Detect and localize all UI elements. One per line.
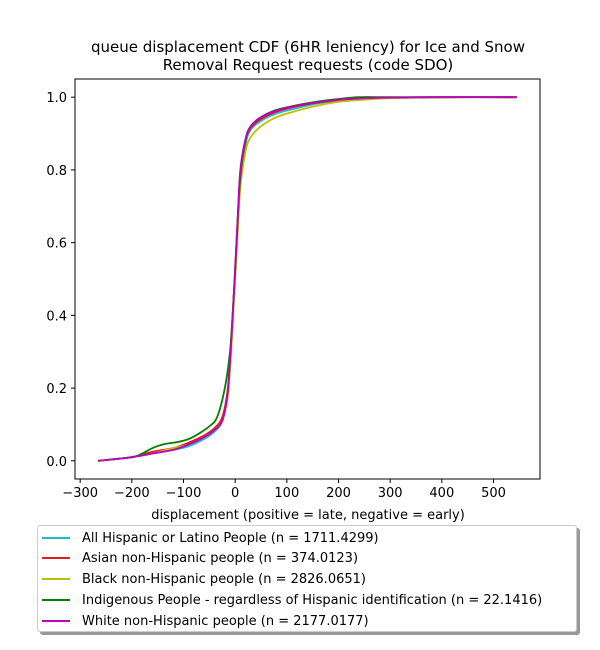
y-tick-label: 0.0 xyxy=(46,455,67,470)
x-tick-label: 300 xyxy=(378,486,403,501)
legend-item: All Hispanic or Latino People (n = 1711.… xyxy=(42,528,379,548)
legend-item: Black non-Hispanic people (n = 2826.0651… xyxy=(42,569,366,589)
x-tick-label: −200 xyxy=(114,486,150,501)
x-tick-label: 100 xyxy=(274,486,299,501)
legend-item: Asian non-Hispanic people (n = 374.0123) xyxy=(42,548,358,568)
y-tick-label: 0.4 xyxy=(46,309,67,324)
legend-swatch xyxy=(42,620,70,622)
x-tick-label: −100 xyxy=(166,486,202,501)
y-tick-label: 0.2 xyxy=(46,382,67,397)
series-line-2 xyxy=(98,96,517,462)
x-tick-label: 200 xyxy=(326,486,351,501)
legend-item: Indigenous People - regardless of Hispan… xyxy=(42,590,542,610)
x-tick-label: 0 xyxy=(231,486,239,501)
chart-title-line2: Removal Request requests (code SDO) xyxy=(163,56,454,74)
y-tick-label: 0.8 xyxy=(46,164,67,179)
legend-label: Indigenous People - regardless of Hispan… xyxy=(82,592,543,608)
x-tick-label: 500 xyxy=(481,486,506,501)
plot-frame xyxy=(74,78,541,480)
series-group xyxy=(98,96,517,462)
legend-swatch xyxy=(42,599,70,601)
x-axis: −300 −200 −100 0 100 200 300 400 500 xyxy=(62,479,506,501)
legend-label: Black non-Hispanic people (n = 2826.0651… xyxy=(82,571,366,587)
x-tick-label: 400 xyxy=(429,486,454,501)
legend-swatch xyxy=(42,557,70,559)
series-line-0 xyxy=(98,96,517,462)
legend-item: White non-Hispanic people (n = 2177.0177… xyxy=(42,611,369,631)
legend-swatch xyxy=(42,578,70,580)
series-line-4 xyxy=(98,96,517,462)
series-line-1 xyxy=(98,96,517,462)
y-tick-label: 1.0 xyxy=(46,91,67,106)
legend: All Hispanic or Latino People (n = 1711.… xyxy=(37,525,577,632)
legend-label: White non-Hispanic people (n = 2177.0177… xyxy=(82,613,369,629)
legend-label: All Hispanic or Latino People (n = 1711.… xyxy=(82,530,379,546)
series-line-3 xyxy=(98,96,517,462)
legend-swatch xyxy=(42,537,70,539)
chart-title-line1: queue displacement CDF (6HR leniency) fo… xyxy=(91,38,525,56)
legend-label: Asian non-Hispanic people (n = 374.0123) xyxy=(82,550,359,566)
x-axis-label: displacement (positive = late, negative … xyxy=(151,508,465,523)
x-tick-label: −300 xyxy=(62,486,98,501)
y-axis: 0.0 0.2 0.4 0.6 0.8 1.0 xyxy=(46,91,75,470)
y-tick-label: 0.6 xyxy=(46,237,67,252)
